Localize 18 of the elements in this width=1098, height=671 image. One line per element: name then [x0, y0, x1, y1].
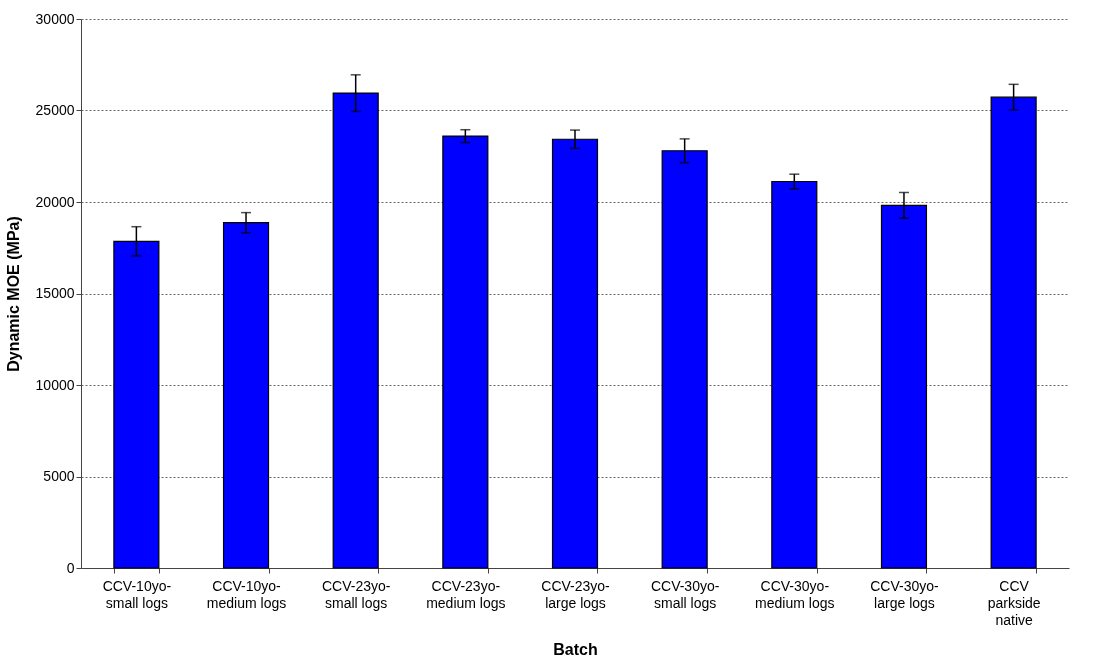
y-tick-label: 15000	[35, 285, 75, 301]
x-tick-label: CCV parkside native	[987, 577, 1041, 628]
y-tick-label: 25000	[35, 102, 75, 118]
x-axis-title: Batch	[553, 640, 598, 658]
x-tick-label: CCV-30yo- large logs	[870, 577, 940, 611]
y-tick-label: 10000	[35, 376, 75, 393]
y-tick-label: 30000	[35, 10, 75, 27]
x-tick-label: CCV-30yo- medium logs	[755, 577, 835, 611]
x-tick-label: CCV-23yo- medium logs	[426, 577, 506, 611]
x-tick-label: CCV-10yo- medium logs	[206, 577, 287, 611]
x-tick-label: CCV-23yo- large logs	[541, 577, 611, 611]
y-axis-title: Dynamic MOE (MPa)	[4, 216, 22, 372]
x-tick-label: CCV-23yo- small logs	[321, 577, 391, 611]
x-tick-label: CCV-30yo- small logs	[650, 577, 720, 611]
y-tick-label: 20000	[35, 193, 75, 210]
x-tick-label: CCV-10yo- small logs	[102, 577, 172, 611]
y-tick-label: 5000	[43, 468, 75, 484]
y-tick-label: 0	[66, 559, 75, 576]
